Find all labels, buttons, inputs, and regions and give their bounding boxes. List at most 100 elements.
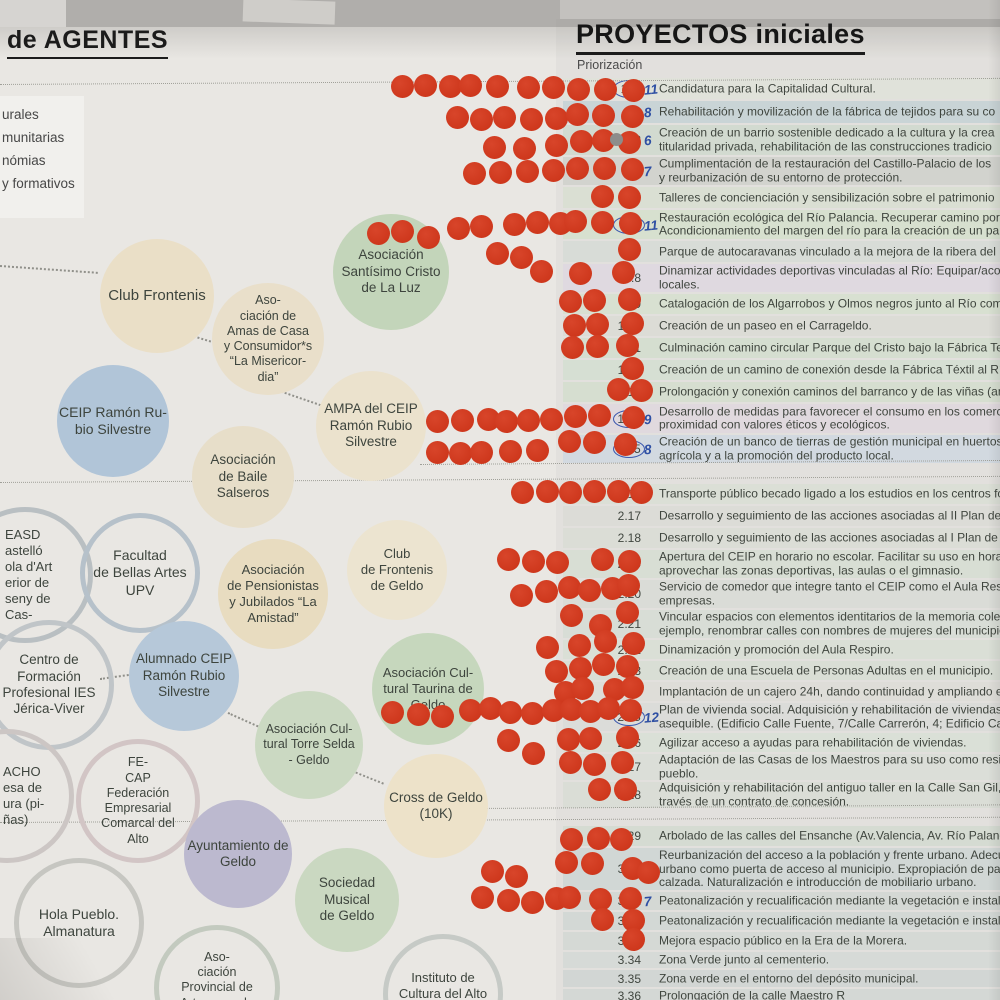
voting-dot-red	[585, 334, 609, 358]
voting-dot-red	[516, 75, 540, 99]
voting-dot-red	[504, 864, 528, 888]
legend-item: nómias	[2, 153, 46, 168]
voting-dot-red	[458, 73, 482, 97]
voting-dot-red	[615, 654, 639, 678]
project-number: 3.36	[617, 988, 641, 1000]
agent-circle-facultad-bellas-artes-upv: Facultad de Bellas Artes UPV	[80, 513, 200, 633]
voting-dot-red	[606, 479, 630, 503]
agent-circle-baile-salseros: Asociación de Baile Salseros	[192, 426, 294, 528]
voting-dot-red	[512, 136, 536, 160]
project-text: Implantación de un cajero 24h, dando con…	[659, 684, 1000, 698]
voting-dot-red	[557, 575, 581, 599]
agent-connector-line	[351, 770, 384, 785]
agent-circle-fecap: FE- CAP Federación Empresarial Comarcal …	[76, 739, 200, 863]
voting-dot-red	[544, 659, 568, 683]
voting-dot-red	[580, 851, 604, 875]
project-text: Adquisición y rehabilitación del antiguo…	[659, 781, 1000, 808]
project-text: Arbolado de las calles del Ensanche (Av.…	[659, 829, 1000, 843]
agent-label: Club Frontenis	[108, 286, 206, 304]
voting-dot-red	[515, 159, 539, 183]
voting-dot-red	[568, 261, 592, 285]
voting-dot-red	[565, 102, 589, 126]
voting-dot-red	[406, 702, 430, 726]
voting-dot-red	[587, 777, 611, 801]
voting-dot-red	[586, 826, 610, 850]
voting-dot-red	[559, 827, 583, 851]
voting-dot-red	[620, 104, 644, 128]
agent-connector-line	[0, 265, 98, 274]
project-number: 3.35	[617, 971, 641, 986]
voting-dot-red	[554, 850, 578, 874]
agent-label: Ayuntamiento de Geldo	[187, 837, 289, 869]
handwritten-priority-count: 6	[643, 132, 653, 149]
voting-dot-red	[591, 103, 615, 127]
voting-dot-red	[617, 130, 641, 154]
voting-dot-red	[590, 210, 614, 234]
voting-dot-red	[610, 750, 634, 774]
project-row-2.18: 2.18 Desarrollo y seguimiento de las acci…	[563, 528, 1000, 548]
voting-dot-red	[592, 156, 616, 180]
project-text: Catalogación de los Algarrobos y Olmos n…	[659, 297, 1000, 311]
agent-label: FE- CAP Federación Empresarial Comarcal …	[101, 755, 175, 846]
voting-dot-red	[609, 827, 633, 851]
voting-dot-red	[516, 408, 540, 432]
agent-label: Asociación de Pensionistas y Jubilados “…	[227, 562, 319, 625]
project-text: Candidatura para la Capitalidad Cultural…	[659, 81, 876, 95]
voting-dot-red	[593, 77, 617, 101]
voting-dot-red	[545, 550, 569, 574]
voting-dot-red	[591, 652, 615, 676]
voting-dot-red	[521, 549, 545, 573]
agent-label: Asociación Santísimo Cristo de La Luz	[341, 247, 441, 296]
voting-dot-red	[587, 403, 611, 427]
project-row-2.17: 2.17 Desarrollo y seguimiento de las acci…	[563, 506, 1000, 526]
voting-dot-red	[462, 161, 486, 185]
voting-dot-red	[525, 438, 549, 462]
voting-dot-red	[629, 378, 653, 402]
voting-dot-red	[502, 212, 526, 236]
project-row-2.22: 2.22Dinamización y promoción del Aula Re…	[563, 640, 1000, 659]
voting-dot-red	[557, 429, 581, 453]
agent-circle-amas-de-casa: Aso- ciación de Amas de Casa y Consumido…	[212, 283, 324, 395]
voting-dot-red	[582, 479, 606, 503]
voting-dot-red	[611, 260, 635, 284]
project-text: Creación de una Escuela de Personas Adul…	[659, 663, 994, 677]
voting-dot-red	[488, 160, 512, 184]
voting-dot-red	[559, 697, 583, 721]
voting-dot-red	[590, 184, 614, 208]
voting-dot-red	[476, 407, 500, 431]
project-text: Creación de un banco de tierras de gesti…	[659, 435, 1000, 462]
voting-dot-red	[380, 700, 404, 724]
voting-dot-red	[577, 578, 601, 602]
voting-dot-red	[496, 888, 520, 912]
agents-legend: urales munitarias nómias y formativos	[2, 103, 75, 195]
project-row-2.24: 2.24Implantación de un cajero 24h, dando…	[563, 682, 1000, 701]
voting-dot-red	[485, 241, 509, 265]
voting-dot-red	[621, 927, 645, 951]
voting-dot-red	[563, 209, 587, 233]
project-text: Adaptación de las Casas de los Maestros …	[659, 753, 1000, 780]
project-row-1.8: 1.8Dinamizar actividades deportivas vinc…	[563, 264, 1000, 292]
voting-dot-red	[629, 480, 653, 504]
project-text: Agilizar acceso a ayudas para rehabilita…	[659, 735, 967, 749]
voting-dot-red	[470, 885, 494, 909]
project-row-3.33: 3.33Mejora espacio público en la Era de …	[563, 932, 1000, 950]
agent-label: Asociación Cul- tural Torre Selda - Geld…	[263, 722, 355, 767]
voting-dot-red	[558, 480, 582, 504]
legend-item: urales	[2, 107, 39, 122]
voting-dot-red	[618, 698, 642, 722]
voting-dot-red	[558, 750, 582, 774]
agent-circle-ampa-del-ceip: AMPA del CEIP Ramón Rubio Silvestre	[316, 371, 426, 481]
voting-dot-red	[568, 656, 592, 680]
agent-label: Aso- ciación Provincial de Artesanos de …	[180, 949, 254, 1000]
voting-dot-red	[541, 698, 565, 722]
project-text: Vincular espacios con elementos identita…	[659, 610, 1000, 637]
agent-label: Sociedad Musical de Geldo	[318, 875, 376, 924]
voting-dot-red	[478, 696, 502, 720]
project-text: Parque de autocaravanas vinculado a la m…	[659, 244, 1000, 258]
project-text: Creación de un camino de conexión desde …	[659, 363, 1000, 377]
voting-dot-red	[446, 216, 470, 240]
projects-section-title: PROYECTOS iniciales	[576, 19, 865, 55]
project-text: Desarrollo y seguimiento de las acciones…	[659, 509, 1000, 523]
project-text: Apertura del CEIP en horario no escolar.…	[659, 550, 1000, 577]
